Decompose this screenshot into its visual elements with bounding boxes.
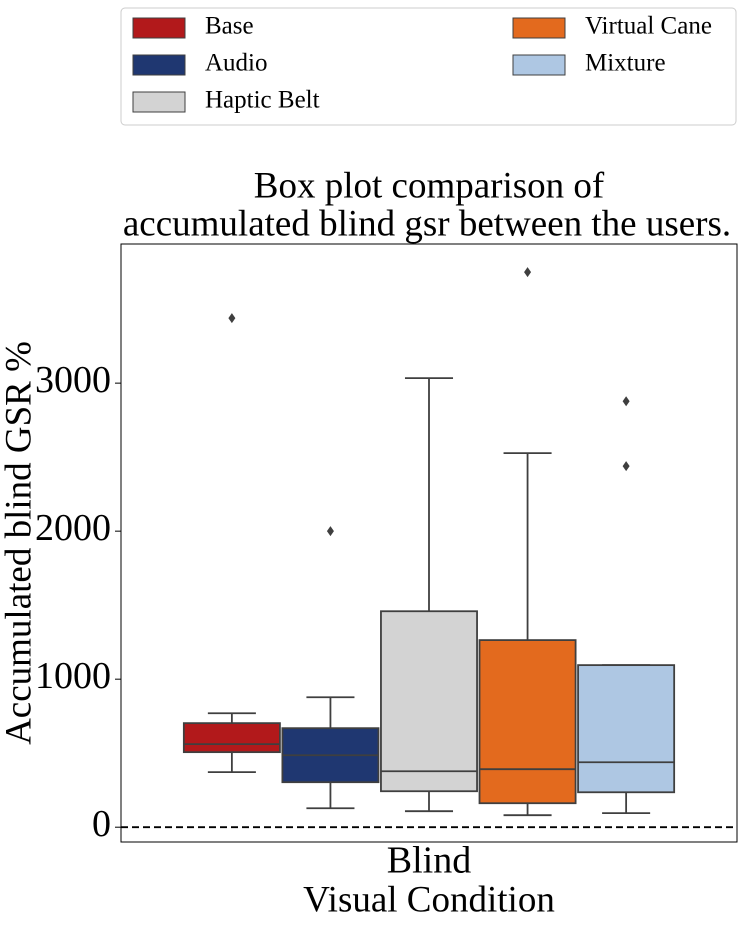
- legend-label: Audio: [205, 50, 268, 77]
- y-tick-label: 1000: [35, 655, 111, 697]
- box: [577, 664, 676, 794]
- chart-title: Box plot comparison of: [254, 165, 605, 206]
- legend-label: Virtual Cane: [585, 13, 712, 40]
- legend-swatch: [512, 17, 566, 39]
- legend-swatch: [132, 17, 186, 39]
- plot-frame: [120, 243, 738, 843]
- legend-label: Mixture: [585, 50, 666, 77]
- outlier: [622, 461, 630, 472]
- x-axis-label: Visual Condition: [303, 879, 555, 920]
- legend-swatch: [512, 54, 566, 76]
- box: [380, 610, 478, 793]
- outlier: [228, 313, 236, 324]
- box: [182, 722, 281, 754]
- legend-frame: [120, 7, 737, 126]
- y-tick-label: 3000: [35, 359, 111, 401]
- outlier: [524, 267, 532, 278]
- outlier: [622, 396, 630, 407]
- legend-swatch: [132, 91, 186, 113]
- x-tick-label: Blind: [387, 840, 471, 882]
- outlier: [326, 526, 334, 537]
- y-axis-label: Accumulated blind GSR %: [0, 341, 39, 745]
- legend-swatch: [132, 54, 186, 76]
- legend-label: Haptic Belt: [205, 87, 320, 114]
- legend-label: Base: [205, 13, 254, 40]
- y-tick-label: 2000: [35, 507, 111, 549]
- box: [478, 639, 577, 805]
- chart-title: accumulated blind gsr between the users.: [123, 203, 731, 244]
- y-tick-label: 0: [92, 803, 111, 845]
